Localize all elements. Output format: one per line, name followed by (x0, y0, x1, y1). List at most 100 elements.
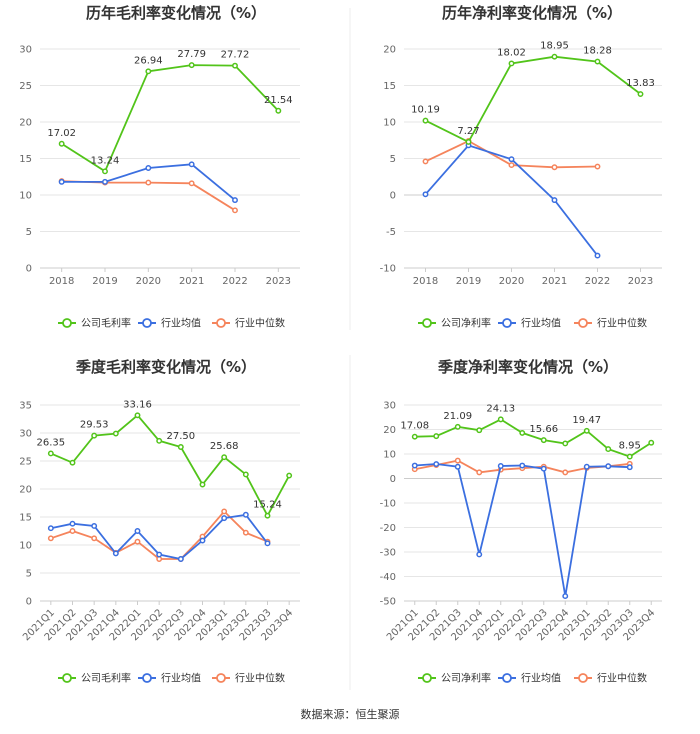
data-point (145, 165, 152, 171)
data-point (433, 461, 440, 467)
data-point (540, 437, 547, 444)
data-point (476, 427, 483, 434)
data-point (188, 62, 195, 69)
data-point (594, 163, 601, 170)
data-point (497, 416, 504, 423)
data-point (221, 515, 228, 522)
legend-label: 行业中位数 (235, 317, 285, 330)
legend-marker (502, 318, 512, 328)
data-label: 27.72 (221, 50, 250, 61)
y-tick-label: 30 (19, 429, 32, 440)
chart-title: 历年毛利率变化情况（%） (86, 4, 266, 22)
chart-panel-1: 历年毛利率变化情况（%） 0 5 10 15 20 25 30 2018 2019 2020 2021… (19, 4, 300, 330)
source-note: 数据来源：恒生聚源 (301, 707, 400, 721)
x-tick-label: 2019 (92, 276, 117, 287)
y-tick-label: -10 (380, 499, 396, 510)
data-label: 27.50 (167, 431, 196, 442)
legend-marker (62, 673, 72, 683)
legend-label: 公司毛利率 (81, 672, 131, 685)
y-tick-label: 30 (19, 45, 32, 56)
data-point (540, 465, 547, 472)
y-tick-label: 30 (383, 401, 396, 412)
data-point (454, 457, 461, 464)
data-point (232, 207, 238, 214)
legend-marker (578, 673, 588, 683)
data-point (188, 180, 195, 187)
chart-title: 季度毛利率变化情况（%） (76, 358, 256, 376)
legend-label: 行业均值 (161, 672, 201, 685)
data-point (562, 469, 569, 476)
data-point (286, 472, 293, 479)
data-point (508, 156, 515, 163)
y-tick-label: 0 (26, 264, 32, 275)
data-point (275, 107, 282, 114)
data-label: 10.19 (411, 105, 440, 116)
legend-label: 行业均值 (521, 317, 561, 330)
data-point (411, 433, 418, 440)
data-point (232, 197, 238, 204)
series-line (425, 55, 642, 144)
x-tick-label: 2021 (542, 276, 567, 287)
x-tick-label: 2022 (222, 276, 247, 287)
y-tick-label: 0 (390, 191, 396, 202)
data-point (242, 529, 249, 536)
data-point (112, 550, 119, 557)
data-point (476, 551, 483, 558)
data-point (433, 433, 440, 440)
y-tick-label: 10 (19, 541, 32, 552)
data-label: 25.68 (210, 441, 239, 452)
x-tick-label: 2023 (266, 276, 291, 287)
legend-marker (142, 673, 152, 683)
data-label: 8.95 (619, 441, 641, 452)
y-tick-label: 0 (26, 597, 32, 608)
y-tick-label: 5 (26, 569, 32, 580)
data-point (594, 252, 601, 259)
x-tick-label: 2021 (179, 276, 204, 287)
legend-marker (216, 318, 226, 328)
data-label: 13.83 (626, 78, 655, 89)
data-label: 17.08 (400, 421, 429, 432)
y-tick-label: 20 (19, 485, 32, 496)
legend-label: 行业均值 (521, 672, 561, 685)
data-point (454, 463, 461, 470)
data-point (199, 537, 206, 544)
data-point (551, 164, 558, 171)
y-tick-label: 0 (390, 474, 396, 485)
data-point (221, 454, 228, 461)
x-tick-label: 2020 (136, 276, 161, 287)
data-point (221, 508, 228, 515)
data-point (69, 520, 76, 527)
y-tick-label: 20 (383, 425, 396, 436)
y-tick-label: 10 (383, 118, 396, 129)
legend-label: 公司净利率 (441, 317, 491, 330)
data-point (102, 178, 108, 185)
data-label: 24.13 (486, 403, 515, 414)
legend-marker (142, 318, 152, 328)
y-tick-label: 20 (19, 118, 32, 129)
series-line (414, 418, 652, 458)
data-point (242, 511, 249, 518)
x-tick-label: 2018 (49, 276, 74, 287)
legend-label: 公司净利率 (441, 672, 491, 685)
data-point (188, 161, 195, 168)
y-tick-label: -50 (380, 597, 396, 608)
chart-title: 季度净利率变化情况（%） (438, 358, 618, 376)
legend-label: 公司毛利率 (81, 317, 131, 330)
data-label: 15.66 (529, 424, 558, 435)
legend-label: 行业中位数 (597, 672, 647, 685)
y-tick-label: -5 (386, 227, 396, 238)
data-point (91, 432, 98, 439)
data-label: 17.02 (47, 128, 76, 139)
data-point (69, 528, 76, 534)
data-point (454, 423, 461, 430)
series-line (61, 64, 279, 173)
y-tick-label: -10 (380, 264, 396, 275)
data-point (177, 444, 184, 450)
data-point (112, 430, 119, 437)
data-label: 29.53 (80, 420, 109, 431)
chart-title: 历年净利率变化情况（%） (442, 4, 622, 22)
data-point (562, 593, 569, 600)
data-label: 15.24 (253, 500, 282, 511)
data-point (422, 191, 429, 198)
